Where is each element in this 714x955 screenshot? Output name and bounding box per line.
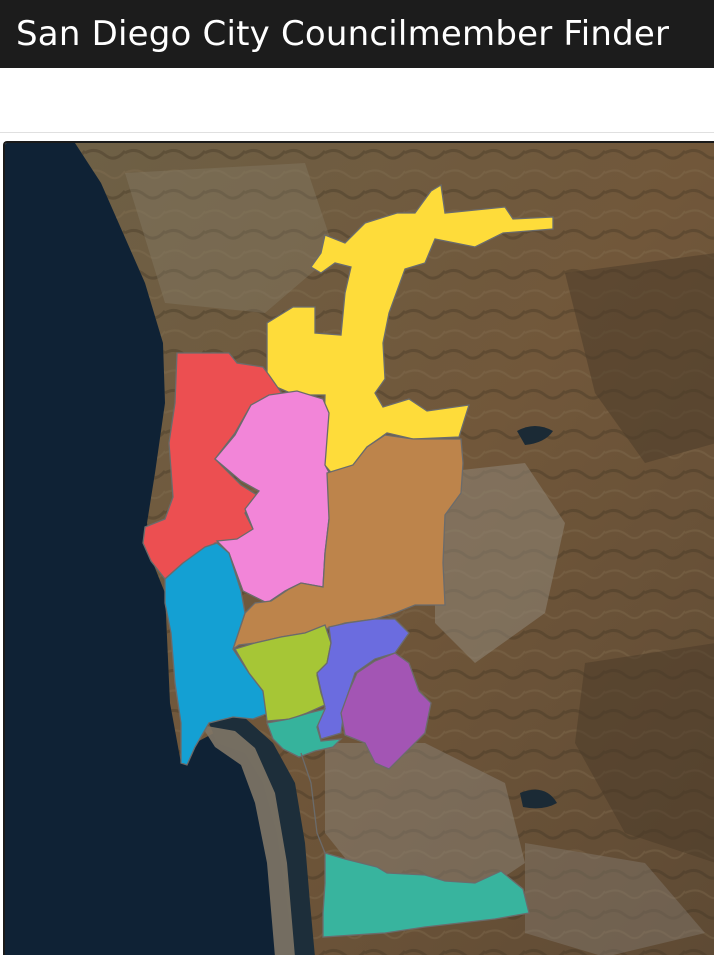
reservoir: [520, 789, 557, 809]
urban-area: [325, 743, 525, 903]
app-header: San Diego City Councilmember Finder: [0, 0, 714, 68]
map-canvas[interactable]: [5, 143, 714, 955]
urban-area: [435, 463, 565, 663]
district-2[interactable]: [164, 542, 270, 766]
district-6[interactable]: [214, 390, 338, 604]
urban-area: [125, 163, 335, 313]
map-view[interactable]: [3, 141, 714, 955]
mountain-area: [565, 253, 714, 463]
app-title: San Diego City Councilmember Finder: [16, 14, 670, 54]
bay-shore-outline: [300, 752, 326, 854]
header-spacer: [0, 68, 714, 132]
reservoir: [517, 426, 553, 445]
district-4[interactable]: [340, 652, 432, 770]
urban-area: [525, 843, 705, 955]
coronado-peninsula: [201, 725, 295, 955]
district-3[interactable]: [266, 708, 343, 758]
district-8[interactable]: [322, 852, 530, 938]
map-container: [0, 132, 714, 955]
mountain-area: [575, 643, 714, 863]
